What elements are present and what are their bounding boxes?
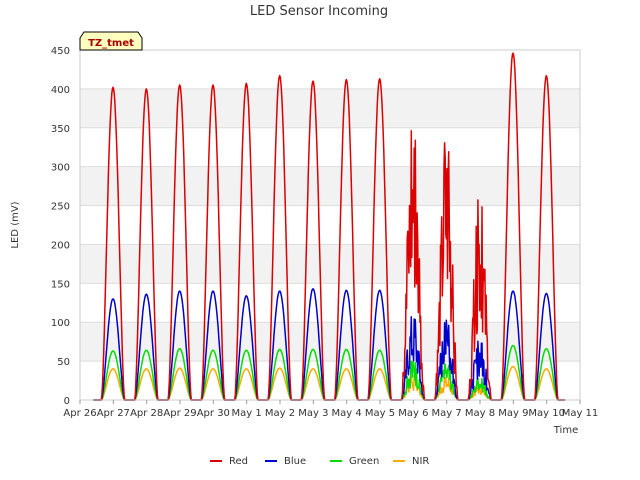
grid-bands xyxy=(80,88,580,362)
y-tick-label: 100 xyxy=(51,318,70,329)
x-tick-label: Apr 26 xyxy=(63,408,96,419)
legend: Red Blue Green NIR xyxy=(210,456,429,467)
x-tick-label: May 11 xyxy=(562,408,599,419)
x-tick-label: May 2 xyxy=(265,408,295,419)
x-tick-label: Apr 29 xyxy=(163,408,196,419)
x-axis-ticks: Apr 26 Apr 27 Apr 28 Apr 29 Apr 30 May 1 May 2… xyxy=(63,400,598,419)
legend-label-green: Green xyxy=(349,456,379,467)
y-tick-label: 300 xyxy=(51,163,70,174)
site-badge-box xyxy=(79,31,143,51)
x-tick-label: May 10 xyxy=(528,408,565,419)
legend-label-red: Red xyxy=(229,456,248,467)
y-tick-label: 200 xyxy=(51,240,70,251)
y-axis-ticks: 0 50 100 150 200 250 300 350 400 450 xyxy=(51,46,70,407)
y-axis-label: LED (mV) xyxy=(10,201,21,248)
y-tick-label: 150 xyxy=(51,279,70,290)
x-tick-label: May 8 xyxy=(465,408,495,419)
legend-label-nir: NIR xyxy=(412,456,429,467)
grid-band xyxy=(80,244,580,284)
x-axis-label: Time xyxy=(553,425,578,436)
y-tick-label: 400 xyxy=(51,85,70,96)
plot-frame xyxy=(79,49,581,401)
x-tick-label: May 5 xyxy=(365,408,395,419)
site-badge-label: TZ_tmet xyxy=(88,38,134,49)
x-tick-label: Apr 28 xyxy=(130,408,163,419)
y-tick-label: 250 xyxy=(51,202,70,213)
x-tick-label: May 4 xyxy=(332,408,362,419)
y-tick-label: 450 xyxy=(51,46,70,57)
legend-label-blue: Blue xyxy=(284,456,306,467)
x-tick-label: Apr 27 xyxy=(97,408,130,419)
y-tick-label: 50 xyxy=(57,357,70,368)
y-tick-label: 0 xyxy=(64,396,70,407)
chart-title: LED Sensor Incoming xyxy=(250,4,388,19)
x-tick-label: May 7 xyxy=(432,408,462,419)
grid-band xyxy=(80,166,580,206)
y-tick-label: 350 xyxy=(51,124,70,135)
x-tick-label: Apr 30 xyxy=(197,408,230,419)
x-tick-label: May 3 xyxy=(298,408,328,419)
x-tick-label: May 1 xyxy=(232,408,262,419)
grid-band xyxy=(80,322,580,362)
x-tick-label: May 6 xyxy=(398,408,428,419)
x-tick-label: May 9 xyxy=(498,408,528,419)
site-badge: TZ_tmet xyxy=(79,31,143,51)
grid-band xyxy=(80,88,580,128)
